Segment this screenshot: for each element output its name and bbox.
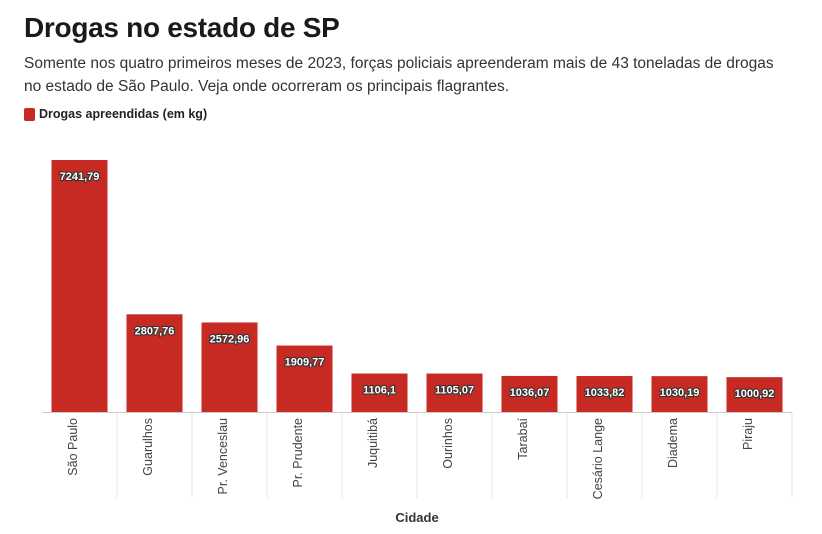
bar-0[interactable] <box>51 160 108 412</box>
bar-value-label: 1030,19 <box>660 387 700 399</box>
bar-3[interactable] <box>276 345 333 412</box>
chart-title: Drogas no estado de SP <box>24 12 340 43</box>
bar-value-labels: 7241,79 2807,76 2572,96 1909,77 1106,1 1105,0… <box>59 170 776 401</box>
x-tick-label: Pr. Venceslau <box>216 418 230 494</box>
legend-label: Drogas apreendidas (em kg) <box>39 107 208 121</box>
x-tick-label: Pr. Prudente <box>291 418 305 488</box>
x-tick-label: Juquitibá <box>366 418 380 468</box>
bar-5[interactable] <box>426 373 483 412</box>
x-tick-label: Guarulhos <box>141 418 155 476</box>
bar-value-label: 1105,07 <box>435 385 474 397</box>
x-tick-label: Cesário Lange <box>591 418 605 499</box>
x-tick-labels: São Paulo Guarulhos Pr. Venceslau Pr. Prude… <box>66 417 755 499</box>
x-tick-label: Ourinhos <box>441 418 455 469</box>
bar-value-label: 1106,1 <box>363 385 396 397</box>
x-axis-title: Cidade <box>395 510 438 525</box>
legend-swatch <box>24 107 35 121</box>
bar-9[interactable] <box>726 377 783 412</box>
bar-2[interactable] <box>201 322 258 412</box>
bars-group <box>51 160 783 412</box>
bar-value-label: 7241,79 <box>60 171 100 183</box>
bar-8[interactable] <box>651 376 708 412</box>
x-tick-label: Tarabaí <box>516 417 530 459</box>
bar-value-label: 2572,96 <box>210 333 250 345</box>
bar-value-label: 1033,82 <box>585 387 625 399</box>
bar-value-label: 1000,92 <box>735 388 775 400</box>
bar-7[interactable] <box>576 376 633 412</box>
bar-value-label: 1036,07 <box>510 387 550 399</box>
x-tick-label: Piraju <box>741 418 755 450</box>
x-tick-label: Diadema <box>666 418 680 468</box>
bar-value-label: 1909,77 <box>285 357 325 369</box>
bar-value-label: 2807,76 <box>135 325 175 337</box>
x-tick-label: São Paulo <box>66 418 80 476</box>
legend: Drogas apreendidas (em kg) <box>24 107 207 121</box>
bar-1[interactable] <box>126 314 183 412</box>
bar-6[interactable] <box>501 375 558 412</box>
chart-subtitle: Somente nos quatro primeiros meses de 20… <box>24 55 774 95</box>
bar-4[interactable] <box>351 373 408 412</box>
category-gridlines <box>116 412 793 498</box>
